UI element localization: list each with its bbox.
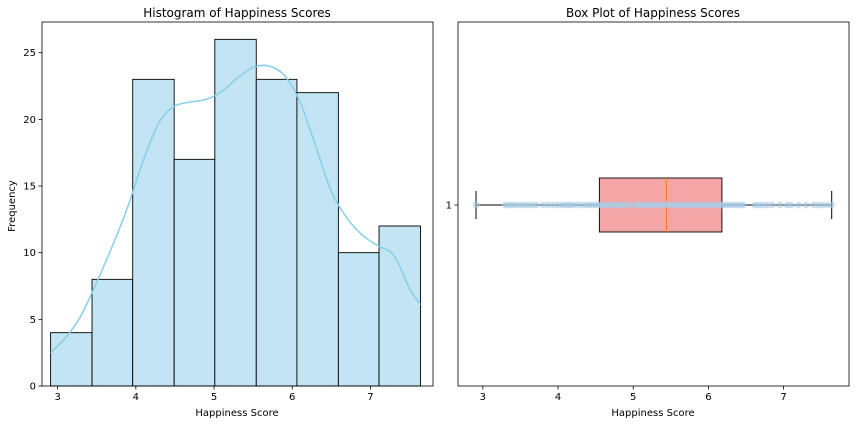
x-tick-label: 4: [133, 392, 139, 403]
histogram-x-ticks: 3 4 5 6 7: [54, 386, 374, 403]
histogram-bar: [50, 332, 93, 387]
histogram-bar: [255, 78, 298, 387]
histogram-bar: [132, 78, 175, 387]
boxplot-x-ticks: 3 4 5 6 7: [480, 386, 787, 403]
histogram-bar: [214, 38, 257, 387]
histogram-bar: [378, 225, 421, 387]
data-point: [739, 201, 747, 209]
histogram-kde: [50, 64, 422, 354]
y-tick-label: 15: [23, 182, 36, 193]
y-tick-label: 20: [23, 115, 36, 126]
histogram-panel: Histogram of Happiness Scores Frequency …: [7, 6, 434, 419]
histogram-bars: [50, 38, 421, 387]
histogram-axes-frame: [41, 21, 434, 387]
y-tick-label: 5: [30, 315, 36, 326]
histogram-title: Histogram of Happiness Scores: [143, 6, 331, 20]
data-point: [532, 201, 540, 209]
data-point: [828, 201, 836, 209]
histogram-xlabel: Happiness Score: [195, 408, 278, 419]
histogram-bar: [173, 158, 216, 387]
boxplot-title: Box Plot of Happiness Scores: [566, 6, 740, 20]
y-tick-label: 10: [23, 248, 36, 259]
data-point: [544, 201, 551, 209]
x-tick-label: 5: [630, 392, 636, 403]
boxplot-xlabel: Happiness Score: [611, 408, 694, 419]
histogram-y-ticks: 0 5 10 15 20 25: [23, 48, 42, 393]
x-tick-label: 4: [555, 392, 561, 403]
histogram-bar: [296, 92, 339, 387]
y-tick-label: 0: [30, 382, 36, 393]
x-tick-label: 6: [289, 392, 295, 403]
data-point: [472, 201, 480, 209]
x-tick-label: 6: [705, 392, 711, 403]
y-tick-label: 25: [23, 48, 36, 59]
x-tick-label: 5: [211, 392, 217, 403]
x-tick-label: 7: [367, 392, 373, 403]
x-tick-label: 3: [480, 392, 486, 403]
kde-line: [50, 64, 422, 354]
data-point: [802, 201, 810, 209]
data-point: [768, 201, 776, 209]
x-tick-label: 7: [780, 392, 786, 403]
histogram-bar: [337, 252, 380, 387]
boxplot-axes-frame: [457, 21, 850, 387]
data-point: [787, 201, 795, 209]
histogram-bar: [91, 278, 134, 387]
data-point: [795, 201, 803, 209]
data-point: [776, 201, 784, 209]
boxplot-points: [472, 201, 836, 209]
boxplot-y-ticks: 1: [446, 201, 458, 212]
x-tick-label: 3: [54, 392, 60, 403]
histogram-ylabel: Frequency: [7, 180, 18, 232]
y-tick-label: 1: [446, 201, 452, 212]
boxplot-panel: Box Plot of Happiness Scores Happiness S…: [446, 6, 850, 419]
data-point: [763, 201, 771, 209]
